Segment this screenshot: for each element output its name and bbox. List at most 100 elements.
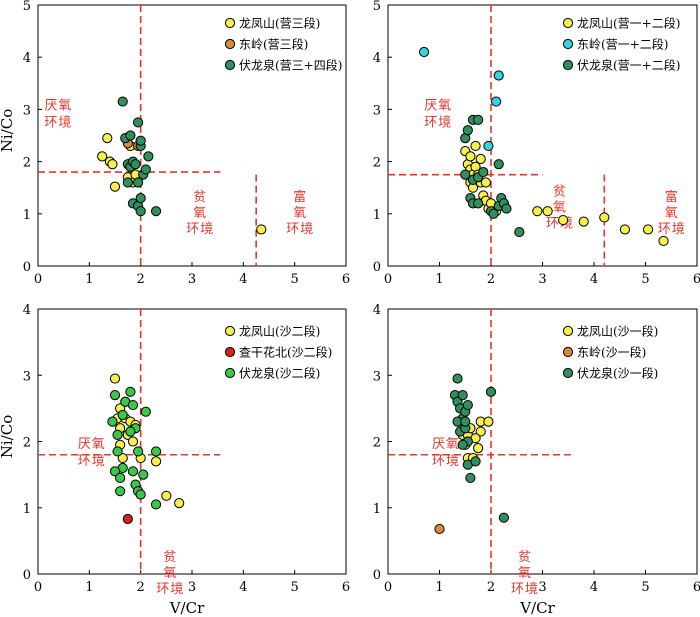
data-point <box>135 193 146 204</box>
data-point <box>150 456 162 467</box>
data-point <box>473 443 484 454</box>
zone-char: 境 <box>170 582 183 597</box>
data-point <box>102 133 113 144</box>
zone-char: 氧 <box>92 437 105 452</box>
x-axis-label: V/Cr <box>519 599 555 617</box>
zone-char: 氧 <box>446 437 459 452</box>
x-tick-label: 2 <box>137 272 145 287</box>
x-tick-label: 0 <box>384 272 392 287</box>
data-point <box>107 416 118 427</box>
data-point <box>256 224 267 235</box>
zone-label: 富氧环境 <box>658 189 685 237</box>
data-point <box>542 206 553 217</box>
zone-label: 富氧环境 <box>286 189 313 237</box>
data-point <box>125 386 136 397</box>
zone-char: 氧 <box>553 201 566 216</box>
data-point <box>135 206 146 217</box>
data-point <box>434 523 445 535</box>
x-tick-label: 3 <box>538 272 546 287</box>
zone-char: 境 <box>92 454 105 469</box>
data-point <box>418 46 430 58</box>
legend-label: 伏龙泉(沙二段) <box>239 366 320 381</box>
data-point <box>452 373 463 384</box>
data-point <box>483 416 494 427</box>
x-tick-label: 0 <box>34 272 42 287</box>
x-tick-label: 1 <box>85 272 93 287</box>
zone-char: 氧 <box>293 206 306 221</box>
zone-char: 环 <box>658 222 671 237</box>
zone-char: 环 <box>44 115 57 130</box>
legend-marker <box>224 59 236 71</box>
data-point <box>117 452 128 464</box>
zone-label: 贫氧环境 <box>156 549 183 597</box>
y-tick-label: 2 <box>23 436 31 451</box>
legend-marker <box>224 346 236 358</box>
x-tick-label: 5 <box>291 580 299 595</box>
zone-char: 厌 <box>44 98 57 113</box>
legend-marker <box>562 325 574 337</box>
zone-char: 环 <box>546 217 559 232</box>
zone-char: 贫 <box>553 184 566 200</box>
data-point <box>109 390 121 401</box>
legend-label: 东岭(营三段) <box>239 37 308 52</box>
data-point <box>457 439 468 450</box>
data-point <box>117 409 128 421</box>
y-tick-label: 1 <box>373 502 381 517</box>
data-point <box>532 206 543 217</box>
data-point <box>619 224 631 235</box>
zone-label: 厌氧环境 <box>44 98 71 130</box>
y-tick-label: 0 <box>373 568 381 583</box>
y-tick-label: 1 <box>373 208 381 223</box>
legend-marker <box>224 367 236 379</box>
zone-char: 富 <box>293 189 306 205</box>
zone-char: 氧 <box>58 98 71 113</box>
x-tick-label: 0 <box>384 580 392 595</box>
data-point <box>493 159 504 170</box>
data-point <box>475 426 486 437</box>
data-point <box>470 456 481 467</box>
data-point <box>483 140 494 152</box>
legend-label: 伏龙泉(营三+四段) <box>239 58 342 73</box>
zone-label: 厌氧环境 <box>432 437 459 469</box>
y-tick-label: 1 <box>23 502 31 517</box>
x-tick-label: 5 <box>641 580 649 595</box>
data-point <box>143 151 154 162</box>
data-point <box>135 489 146 500</box>
legend-label: 伏龙泉(营一+二段) <box>577 58 680 73</box>
y-tick-label: 2 <box>373 436 381 451</box>
x-tick-label: 0 <box>34 580 42 595</box>
data-point <box>578 216 589 227</box>
data-point <box>473 198 484 209</box>
legend-label: 龙凤山(营三段) <box>239 16 320 31</box>
y-tick-label: 3 <box>373 369 381 384</box>
data-point <box>599 212 610 223</box>
zone-char: 厌 <box>432 437 445 452</box>
zone-char: 贫 <box>163 549 176 565</box>
x-axis-label: V/Cr <box>169 599 205 617</box>
x-tick-label: 5 <box>641 272 649 287</box>
x-tick-label: 6 <box>342 272 350 287</box>
data-point <box>491 96 502 107</box>
data-point <box>485 386 497 397</box>
legend-marker <box>224 38 236 50</box>
y-tick-label: 4 <box>23 51 31 66</box>
zone-char: 境 <box>525 582 538 597</box>
data-point <box>127 466 139 477</box>
data-point <box>133 117 144 128</box>
zone-char: 环 <box>432 454 445 469</box>
data-point <box>133 177 144 188</box>
y-tick-label: 5 <box>23 0 31 14</box>
zone-label: 贫氧环境 <box>186 189 213 237</box>
data-point <box>161 490 172 501</box>
data-point <box>138 469 149 480</box>
zone-char: 氧 <box>193 206 206 221</box>
zone-char: 境 <box>438 115 451 130</box>
x-tick-label: 4 <box>239 272 247 287</box>
data-point <box>125 130 136 141</box>
data-point <box>465 151 476 162</box>
y-axis-label: Ni/Co <box>0 109 16 152</box>
data-point <box>109 181 121 192</box>
legend-label: 东岭(沙一段) <box>577 345 646 360</box>
data-point <box>122 177 133 188</box>
data-point <box>122 513 133 525</box>
